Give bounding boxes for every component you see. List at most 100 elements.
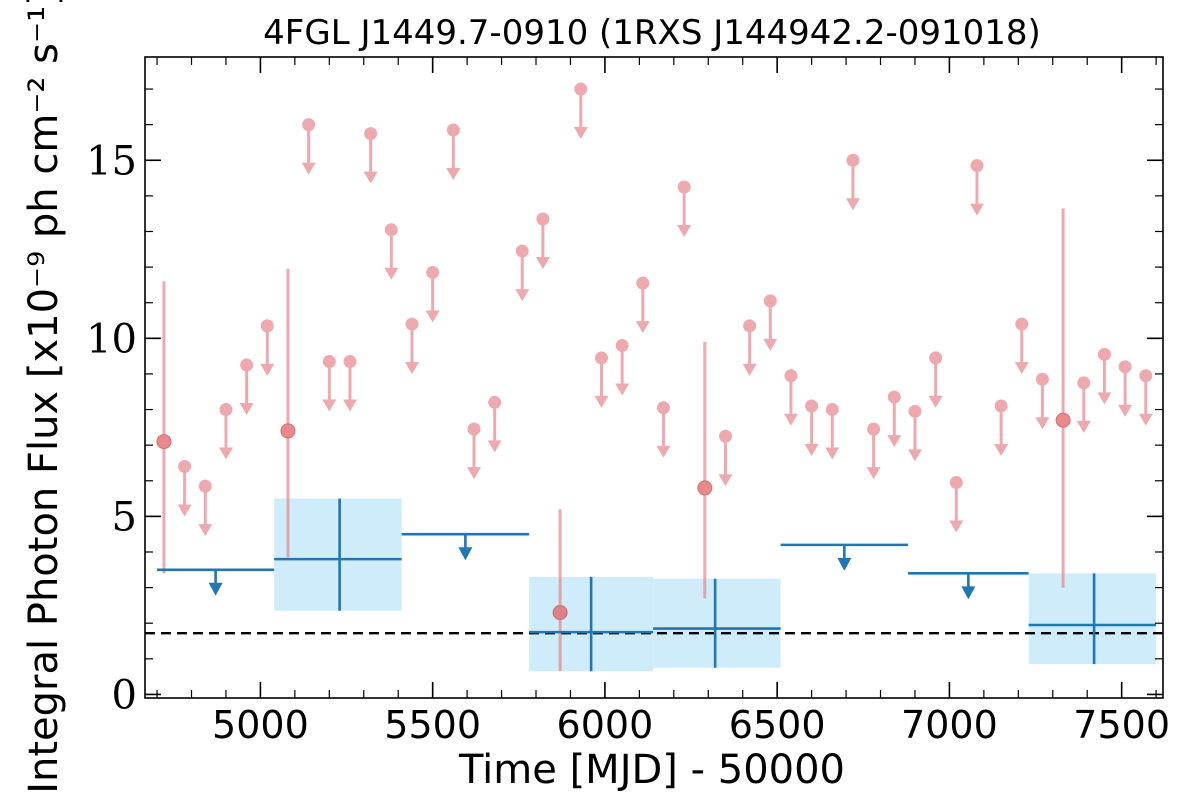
- short-bin-upper-limit: [1035, 372, 1050, 430]
- short-bin-point: [656, 401, 670, 415]
- short-bin-point: [1055, 412, 1071, 428]
- short-bin-point: [718, 429, 732, 443]
- short-bin-upper-limit: [301, 118, 316, 175]
- short-bin-point: [1035, 372, 1049, 386]
- short-bin-upper-limit: [446, 123, 461, 181]
- short-bin-detection: [697, 341, 713, 599]
- short-bin-upper-limit: [535, 212, 550, 270]
- short-bin-upper-limit: [866, 422, 881, 480]
- upper-limit-arrow-head: [363, 171, 378, 184]
- upper-limit-arrow-head: [594, 395, 609, 408]
- short-bin-point: [867, 422, 881, 436]
- upper-limit-arrow-head: [887, 435, 902, 448]
- upper-limit-arrow-head: [425, 310, 440, 323]
- y-tick-label: 15: [86, 138, 137, 184]
- x-tick-label: 5500: [384, 703, 481, 747]
- x-tick-label: 7000: [901, 703, 998, 747]
- short-bin-point: [1097, 347, 1111, 361]
- upper-limit-arrow-head: [742, 363, 757, 376]
- short-bin-upper-limit: [425, 265, 440, 323]
- upper-limit-arrow-head: [446, 168, 461, 181]
- upper-limit-arrow-head: [1035, 417, 1050, 430]
- short-bin-point: [343, 354, 357, 368]
- upper-limit-arrow-head: [322, 399, 337, 412]
- short-bin-upper-limit: [635, 276, 650, 334]
- short-bin-point: [908, 404, 922, 418]
- short-bin-point: [219, 403, 233, 417]
- upper-limit-arrow-head: [907, 449, 922, 462]
- short-bin-upper-limit: [763, 294, 778, 351]
- short-bin-point: [467, 422, 481, 436]
- short-bin-point: [488, 395, 502, 409]
- short-bin-upper-limit: [466, 422, 481, 480]
- long-bin-error-box: [653, 578, 781, 668]
- short-bin-upper-limit: [615, 338, 630, 396]
- short-bin-point: [615, 338, 629, 352]
- upper-limit-arrow-head: [1076, 420, 1091, 433]
- short-bin-point: [594, 351, 608, 365]
- short-bin-point: [515, 244, 529, 258]
- short-bin-point: [887, 390, 901, 404]
- upper-limit-arrow-head: [961, 586, 976, 600]
- upper-limit-arrow-head: [301, 162, 316, 175]
- short-bin-upper-limit: [260, 319, 275, 376]
- short-bin-point: [536, 212, 550, 226]
- axis-ticks: [145, 57, 1163, 698]
- long-bin-detection: [653, 578, 781, 668]
- upper-limit-arrow-head: [656, 445, 671, 458]
- upper-limit-arrow-head: [466, 467, 481, 480]
- y-axis-label: Integral Photon Flux [x10⁻⁹ ph cm⁻² s⁻¹]: [21, 0, 67, 794]
- short-bin-upper-limit: [404, 317, 419, 375]
- short-bin-upper-limit: [1138, 369, 1153, 426]
- short-bin-point: [929, 351, 943, 365]
- short-bin-upper-limit: [825, 403, 840, 460]
- short-bin-point: [322, 354, 336, 368]
- plot-frame: [144, 56, 1164, 699]
- short-bin-upper-limit: [1118, 360, 1133, 417]
- short-bin-point: [825, 403, 839, 417]
- upper-limit-arrow-head: [458, 547, 473, 561]
- short-bin-upper-limit: [783, 369, 798, 426]
- upper-limit-arrow-head: [208, 582, 223, 596]
- short-bin-detection: [1055, 208, 1071, 588]
- upper-limit-arrow-head: [342, 399, 357, 412]
- x-tick-label: 7500: [1073, 703, 1170, 747]
- short-bin-point: [805, 399, 819, 413]
- upper-limit-arrow-head: [239, 403, 254, 416]
- short-bin-point: [1118, 360, 1132, 374]
- short-bin-upper-limit: [1097, 347, 1112, 405]
- upper-limit-arrow-head: [928, 395, 943, 408]
- short-bin-point: [574, 82, 588, 96]
- short-bin-point: [677, 180, 691, 194]
- upper-limit-arrow-head: [487, 440, 502, 453]
- short-bin-point: [260, 319, 274, 333]
- short-bin-point: [280, 423, 296, 439]
- upper-limit-arrow-head: [177, 504, 192, 517]
- short-bin-upper-limit: [515, 244, 530, 302]
- upper-limit-arrow-head: [615, 383, 630, 396]
- short-bin-upper-limit: [994, 399, 1009, 456]
- short-bin-point: [552, 605, 568, 621]
- short-bin-point: [198, 479, 212, 493]
- long-bin-upper-limit: [401, 532, 530, 561]
- short-bin-detection: [552, 509, 568, 672]
- short-bin-point: [763, 294, 777, 308]
- short-bin-point: [697, 480, 713, 496]
- y-tick-label: 0: [112, 672, 137, 718]
- y-tick-label: 10: [86, 316, 137, 362]
- short-bin-upper-limit: [677, 180, 692, 237]
- x-axis-label: Time [MJD] - 50000: [458, 747, 845, 793]
- short-bin-upper-limit: [969, 159, 984, 216]
- short-bin-upper-limit: [594, 351, 609, 408]
- short-bin-upper-limit: [887, 390, 902, 448]
- tick-labels: 5000 5500 6000 6500 7000 7500 0 5 10 15: [86, 138, 1170, 747]
- short-bin-point: [1139, 369, 1153, 383]
- long-bin-error-box: [274, 498, 402, 611]
- short-bin-point: [384, 223, 398, 237]
- short-bin-detection: [156, 281, 172, 574]
- short-bin-point: [302, 118, 316, 132]
- short-bin-point: [970, 159, 984, 173]
- short-bin-point: [426, 265, 440, 279]
- short-bin-point: [1077, 376, 1091, 390]
